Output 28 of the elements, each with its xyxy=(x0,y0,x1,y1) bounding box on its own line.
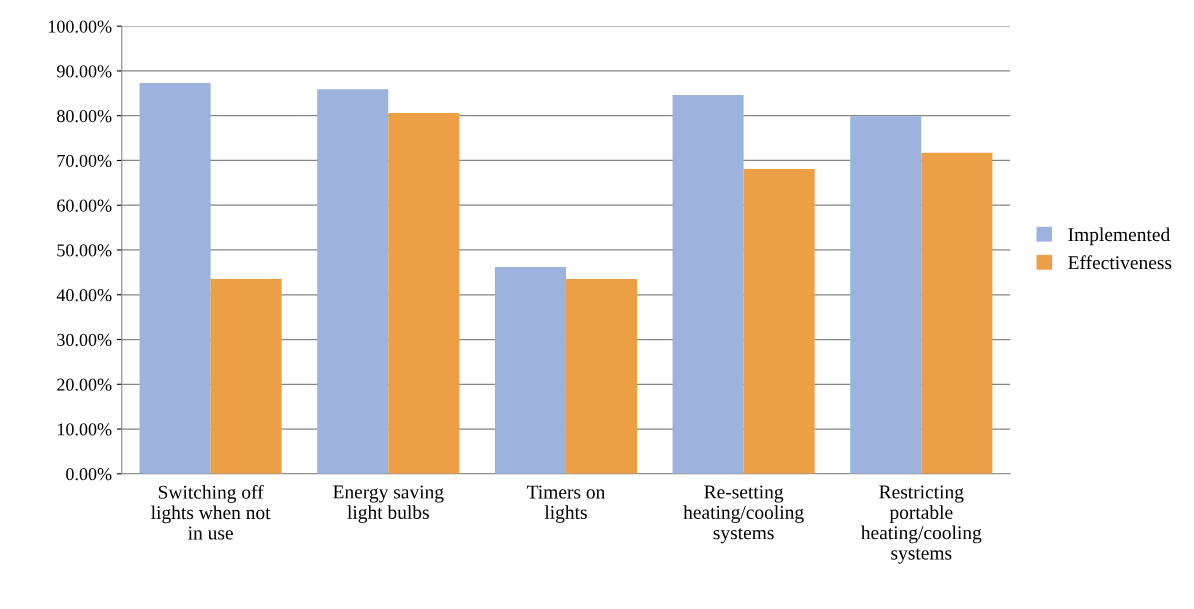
x-tick-label: Switching off lights when not in use xyxy=(151,484,271,540)
bar xyxy=(565,279,638,474)
x-tick-label: Energy saving light bulbs xyxy=(333,485,444,523)
bar xyxy=(388,113,460,474)
y-tick-label: 90.00% xyxy=(56,65,112,78)
legend-label: Implemented xyxy=(1068,227,1170,246)
y-tick-label: 100.00% xyxy=(48,20,112,33)
bar xyxy=(672,95,744,474)
bar xyxy=(139,83,211,474)
y-tick-label: 0.00% xyxy=(66,468,112,481)
x-tick-label: Timers on lights xyxy=(526,485,606,523)
bar xyxy=(921,152,993,474)
y-tick-label: 50.00% xyxy=(57,244,112,257)
x-tick-label: Restricting portable heating/cooling systems xyxy=(861,485,982,564)
bar xyxy=(210,279,282,474)
bar xyxy=(317,89,389,474)
bar xyxy=(850,116,922,474)
bar xyxy=(494,267,566,474)
y-tick-label: 70.00% xyxy=(57,154,112,167)
bar xyxy=(743,168,815,474)
y-tick-label: 30.00% xyxy=(57,333,112,347)
y-tick-label: 80.00% xyxy=(57,109,112,123)
x-tick-label: Re-setting heating/cooling systems xyxy=(683,485,804,544)
y-tick-label: 20.00% xyxy=(57,378,112,391)
y-tick-label: 10.00% xyxy=(57,423,112,436)
y-tick-label: 60.00% xyxy=(57,199,112,212)
legend-label: Effectiveness xyxy=(1068,255,1172,270)
y-tick-label: 40.00% xyxy=(56,289,112,302)
